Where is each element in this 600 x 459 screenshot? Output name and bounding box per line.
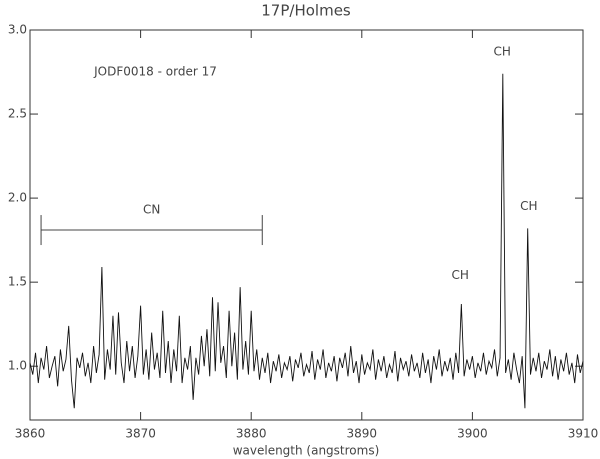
annotation: CN [143, 202, 160, 216]
x-tick-label: 3910 [568, 427, 599, 441]
annotation: CH [520, 199, 537, 213]
annotation: JODF0018 - order 17 [93, 65, 217, 79]
chart-title: 17P/Holmes [261, 2, 351, 20]
annotation: CH [452, 268, 469, 282]
spectrum-line [29, 73, 584, 409]
y-tick-label: 3.0 [8, 23, 27, 37]
y-tick-label: 1.5 [8, 275, 27, 289]
y-tick-label: 1.0 [8, 359, 27, 373]
x-tick-label: 3860 [15, 427, 46, 441]
plot-frame [29, 29, 584, 421]
x-tick-label: 3900 [457, 427, 488, 441]
x-axis-label: wavelength (angstroms) [233, 444, 380, 458]
x-tick-label: 3870 [125, 427, 156, 441]
y-tick-label: 2.5 [8, 107, 27, 121]
y-tick-label: 2.0 [8, 191, 27, 205]
x-tick-label: 3880 [236, 427, 267, 441]
annotation: CH [494, 44, 511, 58]
x-tick-label: 3890 [347, 427, 378, 441]
